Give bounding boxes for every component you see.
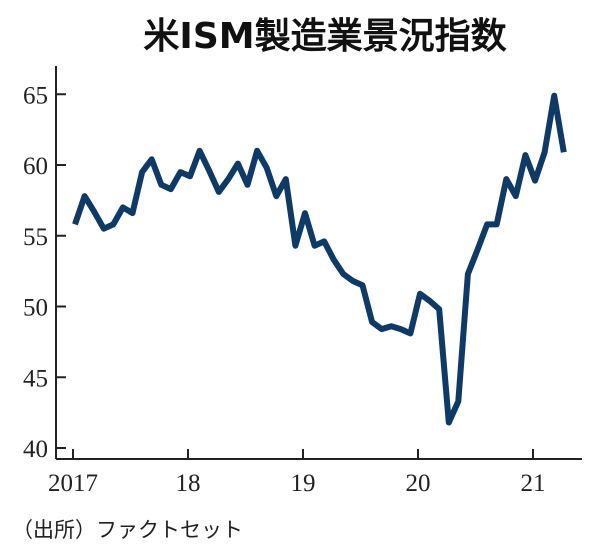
y-tick-label: 60 — [23, 153, 48, 180]
x-tick-label: 2017 — [48, 470, 98, 497]
source-note: （出所）ファクトセット — [12, 518, 243, 542]
chart-title: 米ISM製造業景況指数 — [143, 16, 506, 57]
x-tick-label: 20 — [406, 470, 431, 497]
series — [72, 92, 567, 426]
axes — [55, 66, 582, 460]
x-tick-label: 19 — [291, 470, 316, 497]
y-tick-label: 50 — [23, 295, 48, 322]
series-line — [72, 92, 567, 426]
x-tick-label: 21 — [521, 470, 546, 497]
y-tick-label: 45 — [23, 365, 48, 392]
ticks: 40 45 50 55 60 65 2017 18 19 20 21 — [23, 82, 546, 497]
y-tick-label: 65 — [23, 82, 48, 109]
y-tick-label: 55 — [23, 224, 48, 251]
y-tick-label: 40 — [23, 436, 48, 463]
x-tick-label: 18 — [176, 470, 201, 497]
